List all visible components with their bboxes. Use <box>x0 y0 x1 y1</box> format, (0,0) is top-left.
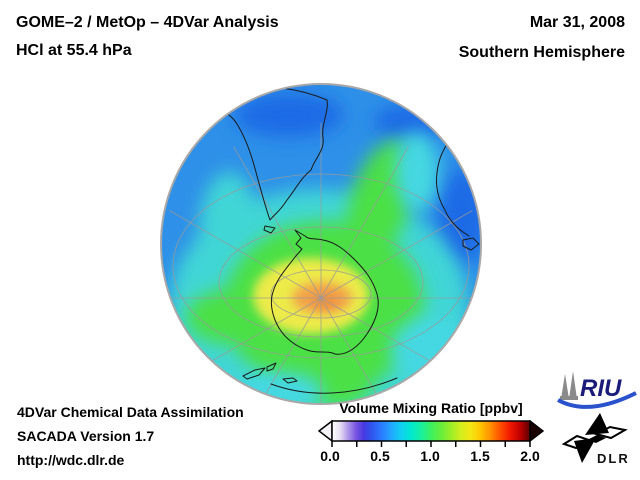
coastline-bottom-limb <box>270 377 398 394</box>
colorbar-tick-label-4: 2.0 <box>520 448 540 464</box>
colorbar-tick-label-3: 1.5 <box>470 448 490 464</box>
colorbar-tick-marks <box>331 441 531 447</box>
dlr-logo-text: DLR <box>597 451 630 466</box>
coastline-tierra-del-fuego <box>263 225 276 234</box>
colorbar-gradient-bar <box>331 420 531 442</box>
hemisphere-globe-map <box>160 83 482 405</box>
page-subtitle: HCl at 55.4 hPa <box>16 42 132 59</box>
colorbar-title: Volume Mixing Ratio [ppbv] <box>339 400 523 416</box>
hemisphere-label: Southern Hemisphere <box>458 44 625 61</box>
colorbar-right-arrow <box>529 420 544 443</box>
url-label: http://wdc.dlr.de <box>17 452 125 468</box>
coastline-antarctica <box>270 229 379 355</box>
dlr-star-icon <box>562 413 628 463</box>
colorbar-tick-label-2: 1.0 <box>420 448 440 464</box>
globe-limb-ring <box>160 83 482 405</box>
colorbar <box>318 420 544 447</box>
meridian-lines <box>161 123 481 404</box>
riu-logo: RIU <box>557 371 637 409</box>
assimilation-label: 4DVar Chemical Data Assimilation <box>17 404 244 420</box>
page-title: GOME–2 / MetOp – 4DVar Analysis <box>16 14 279 31</box>
dlr-logo: DLR <box>562 413 630 466</box>
version-label: SACADA Version 1.7 <box>17 428 155 444</box>
riu-wave-icon <box>557 391 637 409</box>
date-label: Mar 31, 2008 <box>529 14 625 31</box>
riu-logo-text: RIU <box>580 375 622 402</box>
colorbar-left-arrow <box>318 420 333 443</box>
colorbar-tick-label-1: 0.5 <box>370 448 390 464</box>
cathedral-icon <box>560 371 578 400</box>
coastline-tasmania <box>462 237 480 251</box>
colorbar-tick-label-0: 0.0 <box>320 448 340 464</box>
coastline-new-zealand <box>242 362 277 380</box>
graticule-grid <box>161 123 481 404</box>
